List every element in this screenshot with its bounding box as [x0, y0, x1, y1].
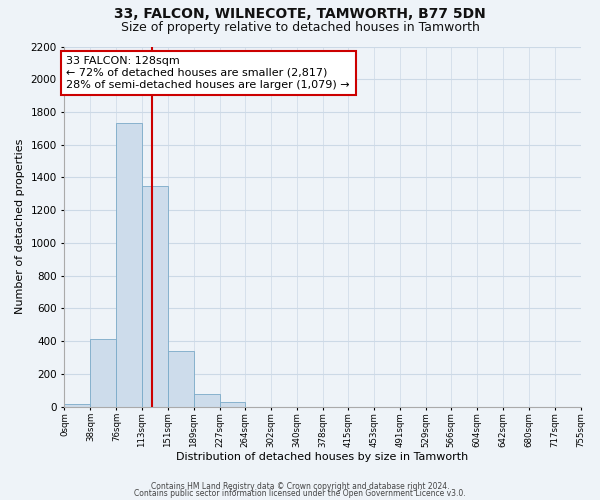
- Text: Contains HM Land Registry data © Crown copyright and database right 2024.: Contains HM Land Registry data © Crown c…: [151, 482, 449, 491]
- Bar: [116, 124, 142, 406]
- Bar: [64, 404, 91, 406]
- Y-axis label: Number of detached properties: Number of detached properties: [15, 139, 25, 314]
- Text: 33, FALCON, WILNECOTE, TAMWORTH, B77 5DN: 33, FALCON, WILNECOTE, TAMWORTH, B77 5DN: [114, 8, 486, 22]
- Bar: [220, 402, 245, 406]
- Text: Contains public sector information licensed under the Open Government Licence v3: Contains public sector information licen…: [134, 489, 466, 498]
- Bar: [142, 186, 167, 406]
- Bar: [91, 340, 116, 406]
- Text: Size of property relative to detached houses in Tamworth: Size of property relative to detached ho…: [121, 21, 479, 34]
- Bar: [167, 351, 194, 406]
- Text: 33 FALCON: 128sqm
← 72% of detached houses are smaller (2,817)
28% of semi-detac: 33 FALCON: 128sqm ← 72% of detached hous…: [67, 56, 350, 90]
- X-axis label: Distribution of detached houses by size in Tamworth: Distribution of detached houses by size …: [176, 452, 469, 462]
- Bar: [194, 394, 220, 406]
